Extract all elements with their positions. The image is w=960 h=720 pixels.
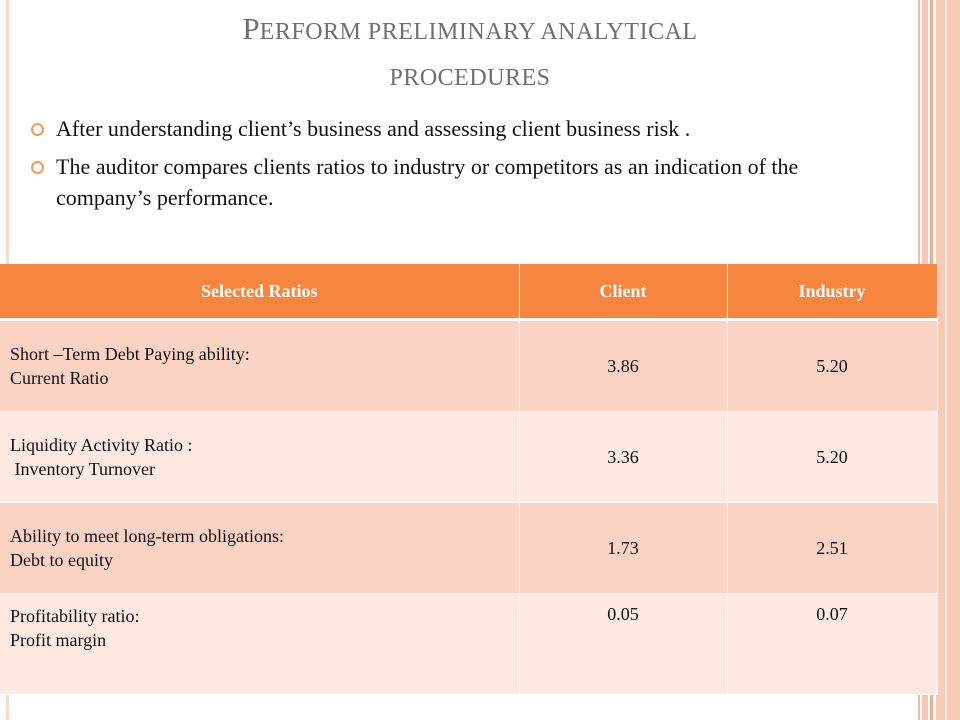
bullet-circle-icon xyxy=(31,161,44,174)
ratios-table: Selected Ratios Client Industry Short –T… xyxy=(0,264,938,695)
ratio-name: Inventory Turnover xyxy=(10,459,156,479)
client-value: 0.05 xyxy=(519,593,728,695)
title-rest: erform preliminary analytical xyxy=(259,19,698,45)
bullet-circle-icon xyxy=(31,123,44,136)
industry-value: 2.51 xyxy=(727,502,938,594)
table-row: Profitability ratio: Profit margin 0.05 … xyxy=(0,593,938,695)
ratio-category: Short –Term Debt Paying ability: xyxy=(10,344,250,364)
ratio-label-cell: Short –Term Debt Paying ability: Current… xyxy=(0,319,520,412)
table-header-row: Selected Ratios Client Industry xyxy=(0,264,938,321)
table-row: Liquidity Activity Ratio : Inventory Tur… xyxy=(0,411,938,503)
header-client: Client xyxy=(519,264,728,321)
industry-value: 5.20 xyxy=(727,319,938,412)
ratio-category: Profitability ratio: xyxy=(10,606,140,626)
ratio-name: Current Ratio xyxy=(10,368,109,388)
header-industry: Industry xyxy=(727,264,938,321)
client-value: 1.73 xyxy=(519,502,728,594)
ratio-label-cell: Ability to meet long-term obligations: D… xyxy=(0,502,520,594)
ratio-category: Ability to meet long-term obligations: xyxy=(10,526,284,546)
client-value: 3.36 xyxy=(519,411,728,503)
ratio-label-cell: Liquidity Activity Ratio : Inventory Tur… xyxy=(0,411,520,503)
client-value: 3.86 xyxy=(519,319,728,412)
header-selected-ratios: Selected Ratios xyxy=(0,264,520,321)
title-line-1: Perform preliminary analytical xyxy=(60,6,880,55)
ratio-category: Liquidity Activity Ratio : xyxy=(10,435,193,455)
bullet-text: The auditor compares clients ratios to i… xyxy=(56,154,799,210)
bullet-list: After understanding client’s business an… xyxy=(28,113,868,220)
right-border-stripe xyxy=(936,0,960,720)
table-row: Short –Term Debt Paying ability: Current… xyxy=(0,319,938,412)
bullet-text: After understanding client’s business an… xyxy=(56,116,691,141)
bullet-item: After understanding client’s business an… xyxy=(28,113,868,144)
title-cap: P xyxy=(242,11,260,46)
title-line-2: procedures xyxy=(389,65,551,91)
ratio-label-cell: Profitability ratio: Profit margin xyxy=(0,593,520,695)
industry-value: 5.20 xyxy=(727,411,938,503)
bullet-item: The auditor compares clients ratios to i… xyxy=(28,151,868,213)
ratio-name: Debt to equity xyxy=(10,550,113,570)
slide-title: Perform preliminary analytical procedure… xyxy=(60,6,880,101)
table-row: Ability to meet long-term obligations: D… xyxy=(0,502,938,594)
right-border-stripe xyxy=(945,0,947,720)
ratio-name: Profit margin xyxy=(10,630,107,650)
industry-value: 0.07 xyxy=(727,593,938,695)
